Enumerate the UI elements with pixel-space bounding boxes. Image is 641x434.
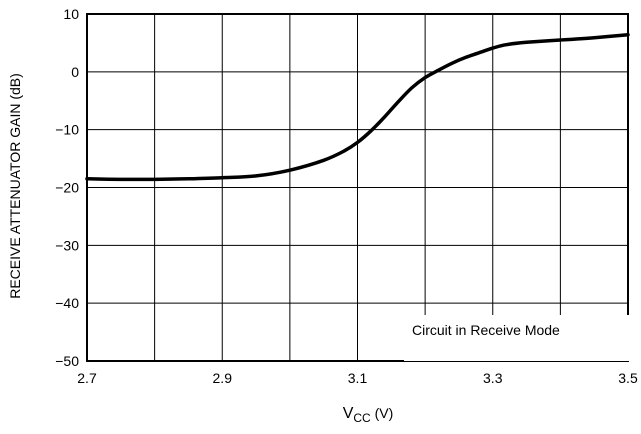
y-tick-label: −20 [55, 180, 79, 196]
x-axis-ticks: 2.7 2.9 3.1 3.3 3.5 [77, 370, 638, 386]
y-axis-label: RECEIVE ATTENUATOR GAIN (dB) [7, 73, 23, 299]
y-tick-label: 10 [63, 6, 79, 22]
gain-curve-line [85, 33, 630, 182]
series-layer [85, 33, 630, 182]
annotation-box: Circuit in Receive Mode [404, 315, 630, 361]
grid [86, 13, 629, 362]
x-tick-label: 2.7 [77, 370, 97, 386]
x-tick-label: 3.5 [618, 370, 638, 386]
x-tick-label: 3.1 [348, 370, 368, 386]
y-tick-label: −50 [55, 353, 79, 369]
x-tick-label: 3.3 [483, 370, 503, 386]
x-axis-label: VCC (V) [343, 405, 394, 425]
y-tick-label: −40 [55, 295, 79, 311]
y-tick-label: −30 [55, 237, 79, 253]
annotation-text: Circuit in Receive Mode [412, 322, 560, 338]
y-axis-ticks: 10 0 −10 −20 −30 −40 −50 [55, 6, 79, 369]
y-tick-label: 0 [71, 64, 79, 80]
y-tick-label: −10 [55, 122, 79, 138]
plot-area-frame [86, 13, 629, 362]
x-tick-label: 2.9 [213, 370, 233, 386]
